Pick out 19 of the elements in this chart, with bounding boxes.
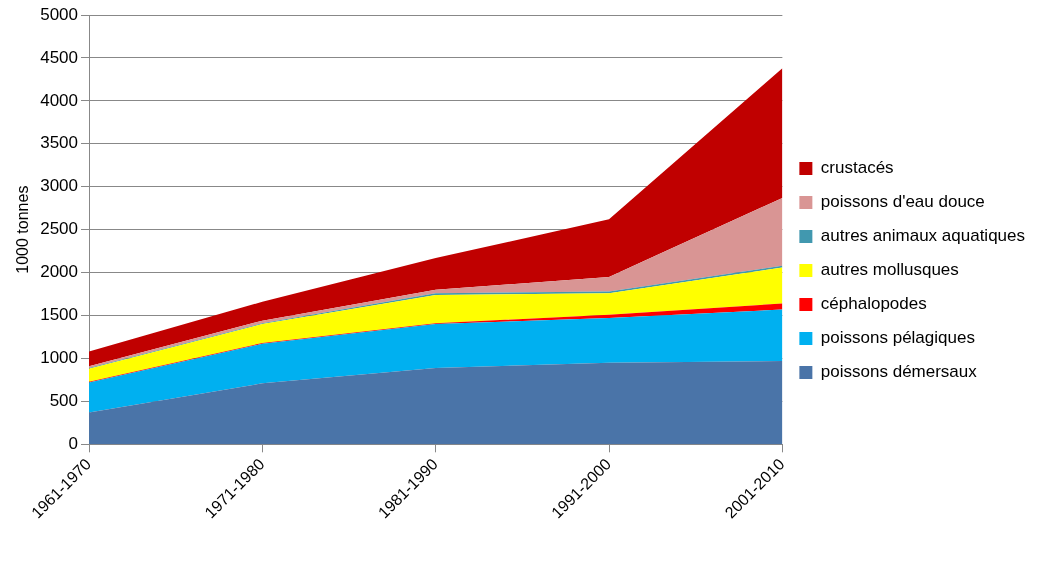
legend-label: céphalopodes — [820, 294, 927, 314]
y-tick-label: 4500 — [40, 47, 79, 67]
y-tick-label: 1000 — [40, 348, 79, 368]
legend-label: poissons pélagiques — [820, 328, 975, 348]
legend-label: autres mollusques — [820, 260, 959, 280]
y-tick-label: 2500 — [40, 219, 79, 239]
y-tick-label: 500 — [49, 391, 79, 411]
y-tick-label: 4000 — [40, 90, 79, 110]
legend-label: poissons démersaux — [820, 362, 978, 382]
y-tick-label: 5000 — [40, 4, 79, 24]
y-tick-label: 3500 — [40, 133, 79, 153]
y-tick-label: 0 — [68, 434, 79, 454]
y-tick-label: 2000 — [40, 262, 79, 282]
legend-label: poissons d'eau douce — [820, 192, 985, 212]
legend-label: autres animaux aquatiques — [820, 226, 1026, 246]
y-tick-label: 3000 — [40, 176, 79, 196]
y-tick-label: 1500 — [40, 305, 79, 325]
y-axis-title: 1000 tonnes — [14, 185, 32, 274]
legend-label: crustacés — [820, 158, 894, 178]
